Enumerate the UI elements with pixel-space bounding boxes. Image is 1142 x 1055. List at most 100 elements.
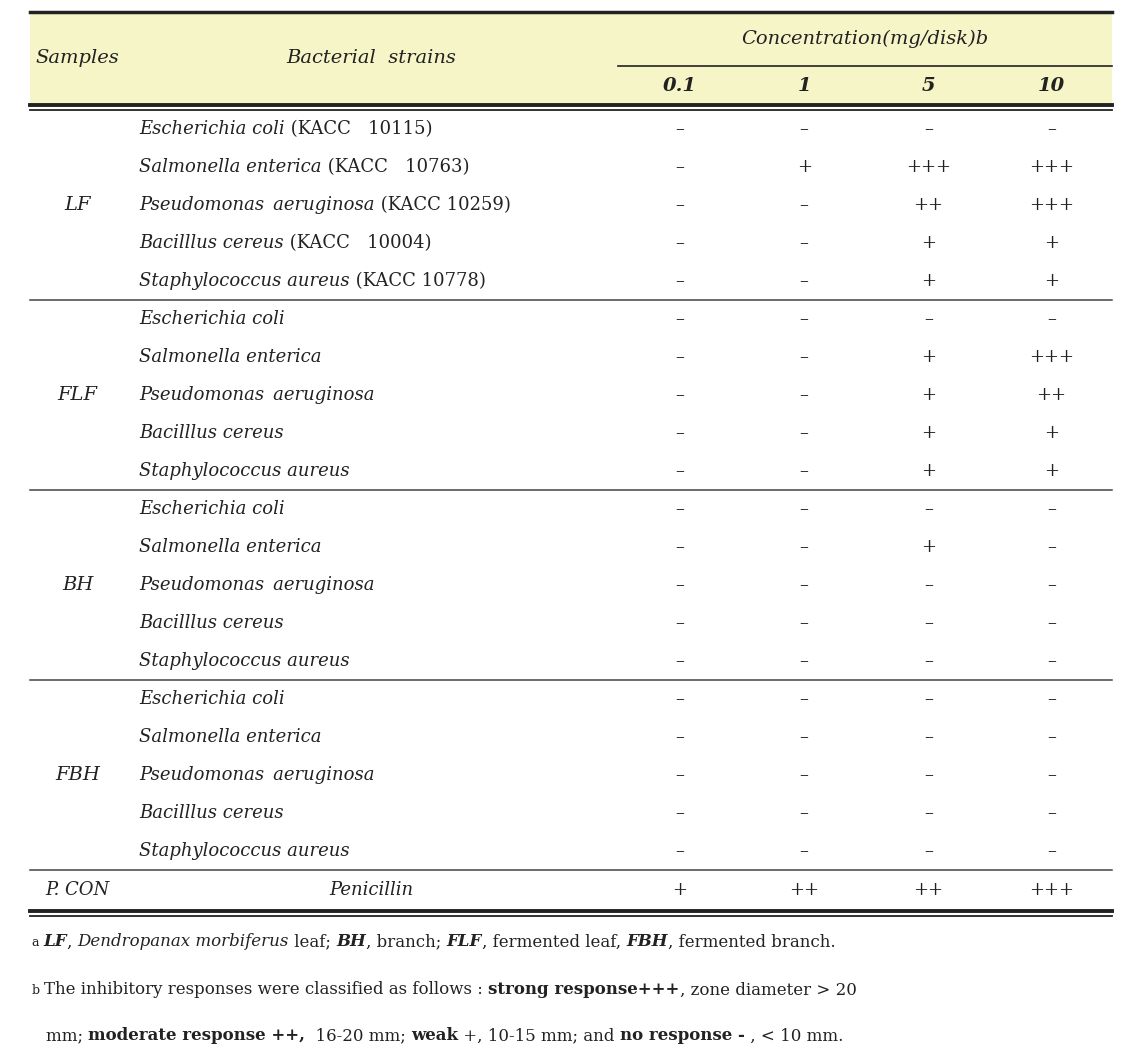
Text: +: + [1044, 424, 1059, 442]
Text: , zone diameter > 20: , zone diameter > 20 [679, 981, 856, 998]
Text: Escherichia coli: Escherichia coli [139, 690, 284, 708]
Text: +++: +++ [1029, 348, 1073, 366]
Bar [30, 12, 1112, 104]
Text: +: + [922, 462, 936, 480]
Bar [30, 110, 1112, 300]
Text: Pseudomonas aeruginosa: Pseudomonas aeruginosa [139, 386, 375, 404]
Text: –: – [799, 272, 809, 290]
Text: –: – [799, 234, 809, 252]
Text: mm;: mm; [46, 1028, 88, 1044]
Text: Bacilllus cereus: Bacilllus cereus [139, 804, 284, 822]
Text: +: + [1044, 462, 1059, 480]
Text: –: – [675, 652, 684, 670]
Text: Escherichia coli: Escherichia coli [139, 500, 284, 518]
Text: (KACC   10115): (KACC 10115) [284, 120, 433, 138]
Bar [30, 300, 1112, 490]
Text: ++: ++ [914, 881, 943, 899]
Text: –: – [799, 690, 809, 708]
Text: Escherichia coli: Escherichia coli [139, 310, 284, 328]
Text: –: – [675, 804, 684, 822]
Text: Salmonella enterica: Salmonella enterica [139, 728, 322, 746]
Text: LF: LF [43, 934, 67, 951]
Text: +: + [922, 272, 936, 290]
Text: –: – [1047, 728, 1056, 746]
Text: FBH: FBH [626, 934, 668, 951]
Text: , fermented branch.: , fermented branch. [668, 934, 835, 951]
Text: +: + [1044, 234, 1059, 252]
Text: +++: +++ [1029, 158, 1073, 176]
Text: +: + [797, 158, 812, 176]
Text: Staphylococcus aureus: Staphylococcus aureus [139, 652, 349, 670]
Text: –: – [675, 614, 684, 632]
Text: +: + [1044, 272, 1059, 290]
Text: –: – [924, 690, 933, 708]
Text: (KACC   10004): (KACC 10004) [284, 234, 432, 252]
Text: –: – [675, 842, 684, 860]
Text: –: – [924, 766, 933, 784]
Text: –: – [675, 538, 684, 556]
Text: Penicillin: Penicillin [329, 881, 413, 899]
Text: leaf;: leaf; [289, 934, 336, 951]
Text: (KACC   10763): (KACC 10763) [322, 158, 469, 176]
Text: moderate response ++,: moderate response ++, [88, 1028, 305, 1044]
Text: Staphylococcus aureus: Staphylococcus aureus [139, 842, 349, 860]
Text: +: + [922, 424, 936, 442]
Text: –: – [1047, 842, 1056, 860]
Text: +++: +++ [906, 158, 951, 176]
Text: –: – [924, 804, 933, 822]
Text: –: – [924, 614, 933, 632]
Text: –: – [675, 120, 684, 138]
Text: +, 10-15 mm; and: +, 10-15 mm; and [458, 1028, 620, 1044]
Text: –: – [799, 310, 809, 328]
Text: –: – [1047, 766, 1056, 784]
Text: 16-20 mm;: 16-20 mm; [305, 1028, 411, 1044]
Text: +: + [922, 348, 936, 366]
Text: –: – [799, 766, 809, 784]
Text: –: – [675, 424, 684, 442]
Text: Pseudomonas aeruginosa: Pseudomonas aeruginosa [139, 196, 375, 214]
Text: –: – [799, 652, 809, 670]
Text: –: – [675, 728, 684, 746]
Text: ++: ++ [1037, 386, 1067, 404]
Text: Staphylococcus aureus: Staphylococcus aureus [139, 462, 349, 480]
Text: –: – [675, 462, 684, 480]
Text: –: – [1047, 652, 1056, 670]
Text: +: + [922, 386, 936, 404]
Text: +++: +++ [1029, 881, 1073, 899]
Text: Escherichia coli: Escherichia coli [139, 120, 284, 138]
Text: +++: +++ [1029, 196, 1073, 214]
Text: (KACC 10259): (KACC 10259) [375, 196, 510, 214]
Text: –: – [675, 386, 684, 404]
Text: ,: , [67, 934, 78, 951]
Text: 1: 1 [797, 77, 811, 95]
Bar [30, 870, 1112, 910]
Text: –: – [799, 576, 809, 594]
Text: –: – [924, 652, 933, 670]
Text: 5: 5 [922, 77, 935, 95]
Text: Concentration(mg/disk)b: Concentration(mg/disk)b [741, 30, 988, 49]
Text: Dendropanax morbiferus: Dendropanax morbiferus [78, 934, 289, 951]
Text: +: + [922, 538, 936, 556]
Text: –: – [799, 424, 809, 442]
Text: –: – [675, 158, 684, 176]
Text: Staphylococcus aureus: Staphylococcus aureus [139, 272, 349, 290]
Text: Salmonella enterica: Salmonella enterica [139, 538, 322, 556]
Text: –: – [924, 310, 933, 328]
Text: –: – [799, 462, 809, 480]
Text: –: – [799, 348, 809, 366]
Text: strong response+++: strong response+++ [489, 981, 679, 998]
Text: FLF: FLF [447, 934, 482, 951]
Text: , branch;: , branch; [365, 934, 447, 951]
Text: –: – [675, 310, 684, 328]
Text: –: – [799, 804, 809, 822]
Text: Pseudomonas aeruginosa: Pseudomonas aeruginosa [139, 576, 375, 594]
Text: BH: BH [62, 576, 94, 594]
Text: –: – [799, 538, 809, 556]
Text: no response -: no response - [620, 1028, 745, 1044]
Text: –: – [675, 234, 684, 252]
Text: –: – [675, 272, 684, 290]
Text: BH: BH [336, 934, 365, 951]
Text: 10: 10 [1038, 77, 1065, 95]
Text: Bacilllus cereus: Bacilllus cereus [139, 234, 284, 252]
Text: –: – [799, 614, 809, 632]
